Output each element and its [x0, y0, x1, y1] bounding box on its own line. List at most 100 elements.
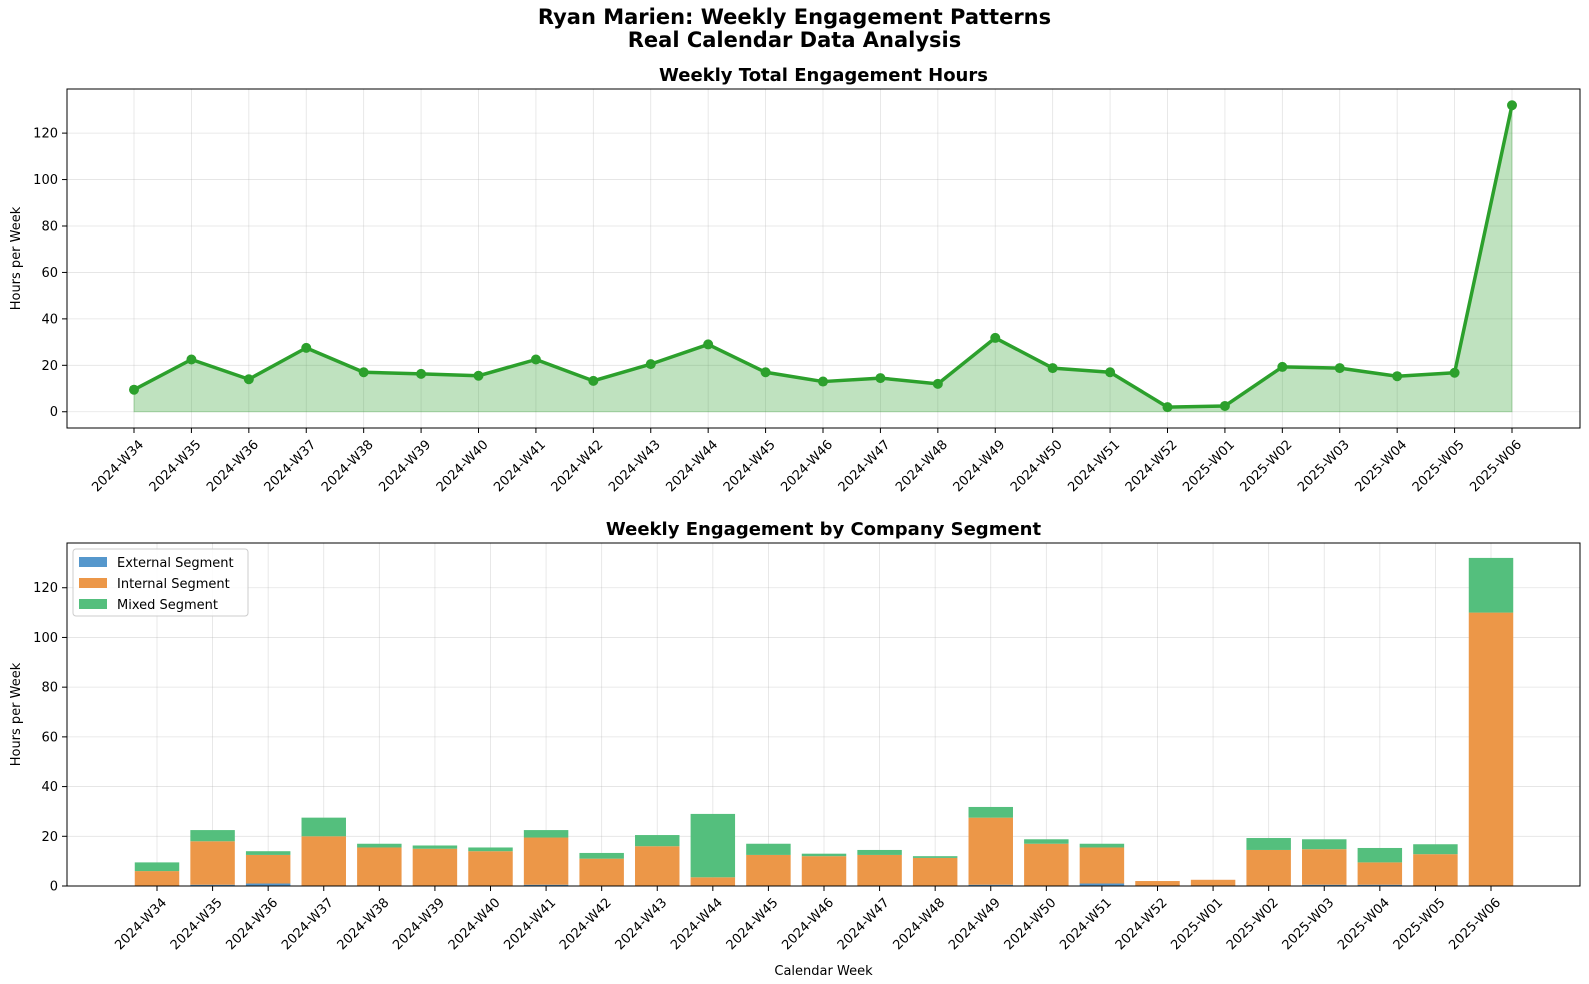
- mixed-segment-bar: [1302, 839, 1347, 850]
- total-data-point: [818, 376, 828, 387]
- x-tick-label: 2025-W02: [1224, 895, 1282, 953]
- mixed-segment-bar: [468, 847, 513, 852]
- internal-segment-bar: [1413, 854, 1458, 886]
- legend-swatch: [79, 557, 107, 567]
- mixed-segment-bar: [190, 830, 235, 842]
- total-data-point: [1219, 400, 1230, 411]
- x-tick-label: 2024-W37: [262, 437, 320, 495]
- plot-frame: [66, 542, 1581, 887]
- y-tick-label: 20: [41, 830, 58, 845]
- total-data-point: [1449, 367, 1460, 378]
- y-tick-label: 120: [33, 581, 58, 596]
- x-tick-label: 2024-W45: [724, 895, 782, 953]
- total-data-point: [530, 354, 541, 365]
- external-segment-bar: [968, 884, 1013, 886]
- mixed-segment-bar: [1024, 839, 1069, 844]
- legend-swatch: [79, 599, 107, 609]
- x-tick-label: 2024-W51: [1057, 895, 1115, 953]
- x-tick-label: 2025-W01: [1180, 437, 1238, 495]
- internal-segment-bar: [579, 858, 624, 886]
- mixed-segment-bar: [968, 806, 1013, 818]
- legend-box: [72, 548, 249, 617]
- x-tick-label: 2024-W49: [946, 895, 1004, 953]
- internal-segment-bar: [1302, 849, 1347, 885]
- x-tick-label: 2024-W46: [778, 437, 836, 495]
- total-data-point: [473, 370, 484, 381]
- total-data-point: [1334, 363, 1345, 374]
- y-tick-label: 60: [41, 730, 58, 745]
- x-tick-label: 2024-W43: [613, 895, 671, 953]
- total-data-point: [1105, 367, 1116, 378]
- mixed-segment-bar: [690, 813, 736, 878]
- x-tick-label: 2024-W39: [376, 437, 434, 495]
- figure-title-line2: Real Calendar Data Analysis: [627, 28, 962, 52]
- internal-segment-bar: [468, 851, 513, 886]
- x-tick-label: 2024-W52: [1113, 895, 1171, 953]
- external-segment-bar: [1079, 883, 1125, 886]
- x-tick-label: 2024-W48: [890, 895, 948, 953]
- mixed-segment-bar: [1357, 847, 1403, 863]
- total-data-point: [358, 367, 369, 378]
- y-tick-label: 0: [50, 880, 58, 895]
- mixed-segment-bar: [1246, 838, 1291, 850]
- mixed-segment-bar: [857, 849, 902, 855]
- x-tick-label: 2024-W34: [89, 437, 147, 495]
- x-tick-label: 2024-W49: [951, 437, 1009, 495]
- x-tick-label: 2024-W39: [390, 895, 448, 953]
- total-data-point: [416, 368, 427, 379]
- total-data-point: [875, 373, 886, 384]
- internal-segment-bar: [801, 856, 847, 886]
- internal-segment-bar: [1468, 612, 1514, 886]
- x-tick-label: 2024-W40: [446, 895, 504, 953]
- x-tick-label: 2025-W03: [1295, 437, 1353, 495]
- internal-segment-bar: [857, 854, 902, 886]
- x-tick-label: 2024-W44: [668, 895, 726, 953]
- total-data-point: [588, 375, 599, 386]
- x-tick-label: 2024-W38: [319, 437, 377, 495]
- segment-engagement-chart: 0204060801001202024-W342024-W352024-W362…: [9, 519, 1581, 979]
- chart-title: Weekly Total Engagement Hours: [659, 65, 988, 86]
- y-tick-label: 20: [41, 359, 58, 374]
- internal-segment-bar: [412, 848, 458, 886]
- x-tick-label: 2024-W47: [836, 437, 894, 495]
- x-tick-label: 2024-W43: [606, 437, 664, 495]
- internal-segment-bar: [1079, 847, 1125, 884]
- external-segment-bar: [245, 883, 291, 886]
- x-tick-label: 2025-W04: [1352, 437, 1410, 495]
- internal-segment-bar: [245, 854, 291, 884]
- internal-segment-bar: [357, 847, 402, 886]
- internal-segment-bar: [635, 846, 680, 886]
- legend-label: External Segment: [117, 556, 234, 571]
- mixed-segment-bar: [746, 843, 791, 855]
- total-data-point: [1392, 371, 1403, 382]
- mixed-segment-bar: [912, 856, 958, 858]
- x-tick-label: 2024-W42: [557, 895, 615, 953]
- x-tick-label: 2024-W51: [1065, 437, 1123, 495]
- mixed-segment-bar: [523, 830, 569, 838]
- y-tick-label: 40: [41, 312, 58, 327]
- x-tick-label: 2024-W46: [779, 895, 837, 953]
- x-tick-label: 2024-W44: [663, 437, 721, 495]
- total-data-point: [760, 367, 771, 378]
- mixed-segment-bar: [1468, 557, 1514, 613]
- y-tick-label: 100: [33, 631, 58, 646]
- x-tick-label: 2024-W42: [549, 437, 607, 495]
- mixed-segment-bar: [245, 851, 291, 855]
- x-tick-label: 2024-W35: [168, 895, 226, 953]
- internal-segment-bar: [746, 854, 791, 886]
- x-tick-label: 2024-W38: [335, 895, 393, 953]
- legend-swatch: [79, 578, 107, 588]
- total-data-point: [1047, 363, 1058, 374]
- x-axis-label: Calendar Week: [774, 964, 873, 979]
- x-tick-label: 2024-W40: [434, 437, 492, 495]
- mixed-segment-bar: [801, 853, 847, 857]
- mixed-segment-bar: [134, 862, 180, 872]
- total-data-point: [301, 342, 312, 353]
- figure-title-line1: Ryan Marien: Weekly Engagement Patterns: [537, 5, 1052, 29]
- mixed-segment-bar: [1079, 843, 1125, 848]
- legend-label: Mixed Segment: [117, 598, 218, 613]
- x-tick-label: 2024-W34: [112, 895, 170, 953]
- x-tick-label: 2024-W48: [893, 437, 951, 495]
- internal-segment-bar: [301, 836, 346, 886]
- x-tick-label: 2024-W41: [501, 895, 559, 953]
